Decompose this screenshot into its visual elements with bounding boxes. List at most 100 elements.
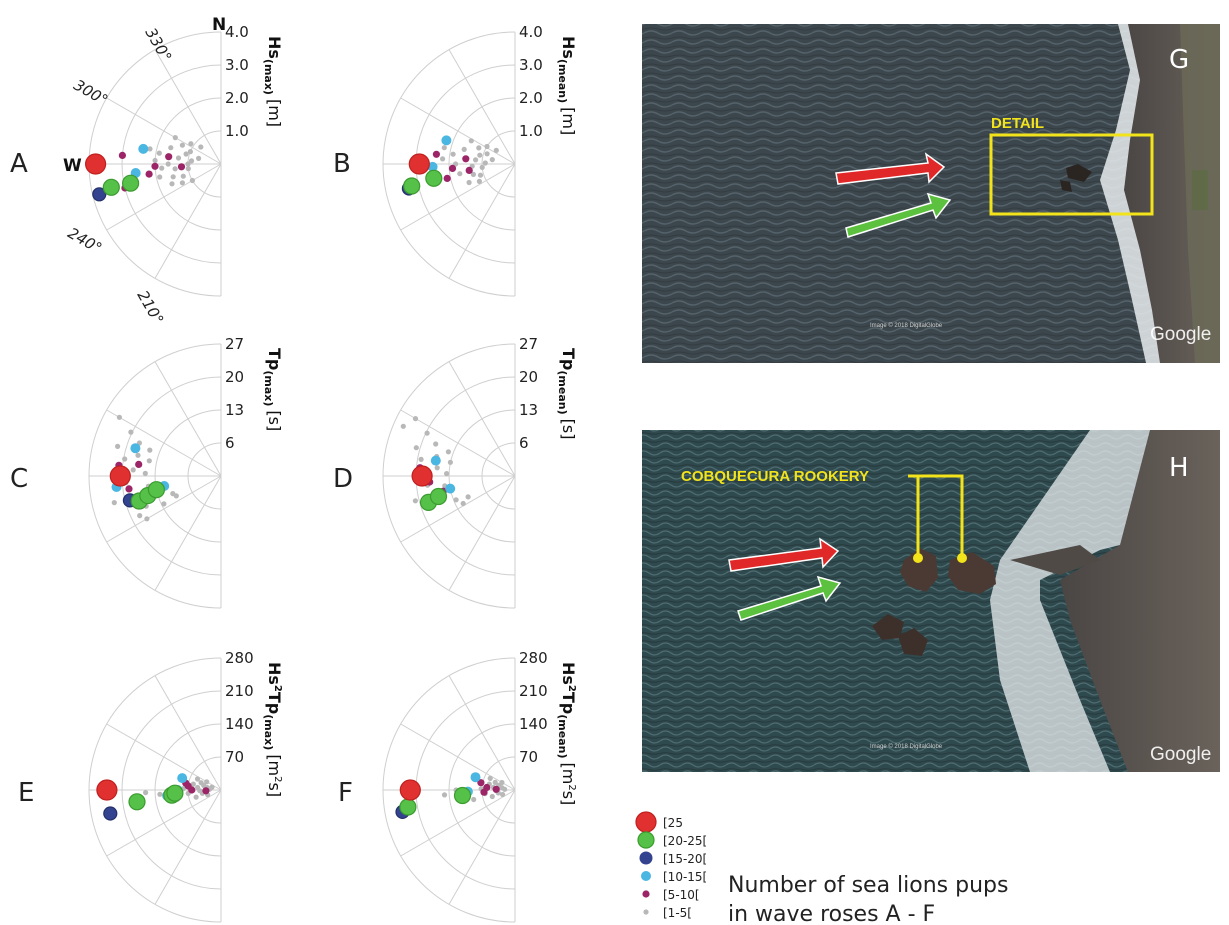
data-point-1-5: [175, 155, 182, 161]
data-point-1-5: [424, 430, 430, 436]
data-point-1-5: [434, 465, 440, 471]
data-point-1-5: [185, 166, 191, 172]
data-point-1-5: [489, 157, 495, 163]
data-point-10-15: [430, 455, 441, 466]
data-point-1-5: [144, 516, 150, 522]
data-point-1-5: [453, 497, 459, 503]
credit-h: Image © 2018 DigitalGlobe: [870, 743, 943, 750]
data-point-1-5: [165, 161, 171, 167]
radial-tick-label: 1.0: [225, 122, 249, 140]
arrow-green-h: [737, 575, 842, 621]
rookery-label: COBQUECURA ROOKERY: [681, 468, 869, 485]
arrow-red-h: [728, 537, 840, 572]
data-point-10-15: [427, 161, 438, 172]
legend-marker-1-5: [643, 909, 649, 915]
data-point-1-5: [180, 173, 186, 179]
detail-box: [989, 133, 1154, 216]
data-point-1-5: [487, 775, 493, 782]
data-point-1-5: [412, 416, 419, 422]
data-point-1-5: [137, 513, 143, 519]
google-watermark-h: Google: [1150, 744, 1211, 765]
data-point-1-5: [499, 779, 505, 786]
data-point-1-5: [161, 501, 167, 507]
panel-f: F 280 210 140 70 Hs2Tp(mean)[m2s]: [338, 649, 578, 923]
axis-title: Hs2Tp(mean)[m2s]: [556, 662, 578, 805]
spoke-210: [448, 163, 516, 279]
data-point-5-10: [177, 163, 186, 171]
radial-tick-label: 280: [519, 649, 548, 667]
data-point-5-10: [125, 485, 133, 493]
radial-tick-label: 70: [225, 748, 244, 766]
data-point-1-5: [128, 429, 134, 435]
spoke-300: [400, 97, 516, 165]
legend-marker-20-25: [637, 831, 655, 849]
spoke-240: [106, 789, 222, 857]
data-point-1-5: [468, 138, 474, 144]
panel-f-letter: F: [338, 778, 353, 808]
data-point-1-5: [111, 500, 117, 506]
photo-g-tag: G: [1169, 45, 1189, 75]
radial-tick-label: 1.0: [519, 122, 543, 140]
photo-g: DETAIL G Google Image © 2018 DigitalGlob…: [642, 24, 1220, 363]
spoke-330: [448, 675, 516, 791]
data-point-5-10: [480, 788, 488, 796]
data-point-1-5: [471, 796, 477, 803]
direction-label: 330°: [142, 25, 176, 65]
data-point-5-10: [135, 460, 143, 468]
data-point-1-5: [484, 151, 490, 157]
data-point-1-5: [122, 456, 128, 462]
legend: [25 [20-25[[15-20[[10-15[[5-10[[1-5[: [635, 811, 707, 920]
data-point-1-5: [185, 161, 191, 167]
radial-tick-label: 210: [225, 682, 254, 700]
detail-label: DETAIL: [991, 115, 1044, 132]
spoke-210: [448, 789, 516, 905]
data-point-1-5: [450, 151, 456, 157]
data-point-1-5: [461, 146, 467, 152]
arrow-green-g: [845, 192, 952, 238]
data-point-1-5: [116, 414, 122, 420]
data-point-20-25: [128, 793, 146, 811]
rose-d: 27 20 13 6 Tp(mean)[s]: [382, 335, 578, 609]
legend-marker-15-20: [639, 851, 653, 865]
data-point-1-5: [135, 452, 141, 458]
data-point-5-10: [432, 150, 440, 158]
radial-tick-label: 27: [225, 335, 244, 353]
photo-h: COBQUECURA ROOKERY H Google Image © 2018…: [642, 430, 1220, 772]
data-point-1-5: [465, 494, 471, 500]
spoke-330: [154, 361, 222, 477]
data-point-1-5: [146, 458, 152, 464]
data-point-1-5: [447, 459, 453, 465]
data-point-5-10: [151, 162, 159, 170]
data-point-1-5: [130, 467, 136, 473]
panel-a-letter: A: [10, 149, 28, 179]
data-point-5-10: [202, 787, 210, 795]
data-point-1-5: [440, 156, 446, 162]
panel-a: A 4.0 3.0 2.0 1.0 330° 300° 240° 210° N W Hs(max)[…: [10, 15, 284, 328]
data-point-25: [84, 153, 107, 175]
data-point-20-25: [429, 487, 448, 506]
data-point-15-20: [92, 187, 107, 202]
radial-tick-label: 20: [225, 368, 244, 386]
data-point-5-10: [465, 166, 473, 174]
data-point-20-25: [425, 169, 443, 187]
spoke-330: [448, 361, 516, 477]
data-point-1-5: [179, 142, 185, 148]
data-point-1-5: [188, 158, 195, 164]
data-point-1-5: [477, 152, 483, 158]
data-point-1-5: [418, 456, 424, 462]
data-point-1-5: [147, 447, 153, 453]
panel-e-letter: E: [18, 778, 34, 808]
data-point-1-5: [482, 160, 488, 166]
data-point-20-25: [147, 481, 165, 499]
data-point-10-15: [441, 135, 452, 146]
data-point-1-5: [476, 145, 482, 151]
panel-c-letter: C: [10, 464, 28, 494]
spoke-240: [400, 789, 516, 857]
radial-tick-label: 20: [519, 368, 538, 386]
data-point-1-5: [433, 441, 439, 447]
legend-caption-line-1: Number of sea lions pups: [728, 873, 1008, 898]
spoke-300: [400, 723, 516, 791]
data-point-25: [109, 465, 131, 487]
data-point-1-5: [157, 791, 163, 797]
data-point-20-25: [399, 798, 417, 816]
